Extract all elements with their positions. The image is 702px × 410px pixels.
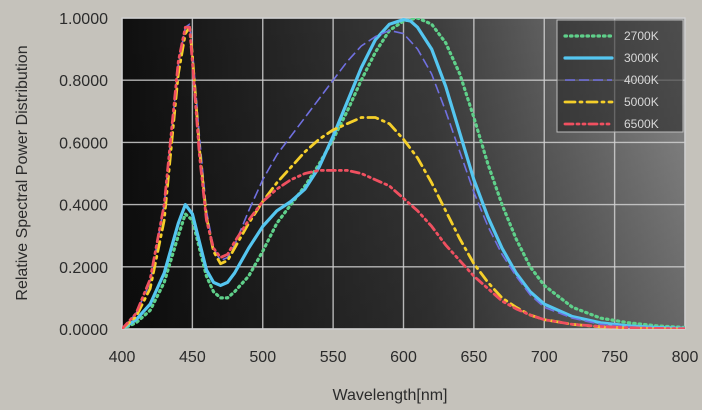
- series-line-6500k: [122, 25, 685, 329]
- x-tick-label: 650: [461, 349, 488, 366]
- legend-box: [556, 19, 684, 133]
- y-tick-label: 1.0000: [59, 11, 108, 28]
- y-tick-label: 0.2000: [59, 260, 108, 277]
- legend: 2700K 3000K 4000K 5000K 6500K: [556, 19, 684, 133]
- series-line-4000k: [122, 23, 685, 329]
- x-axis-title: Wavelength[nm]: [332, 387, 447, 404]
- x-tick-label: 400: [109, 349, 136, 366]
- x-tick-label: 750: [601, 349, 628, 366]
- axes: 400 450 500 550 600 650 700 750 800 0.0000 0.2000 0…: [59, 11, 698, 366]
- y-tick-label: 0.0000: [59, 322, 108, 339]
- series-line-3000k: [122, 18, 685, 329]
- x-tick-label: 600: [390, 349, 417, 366]
- y-axis-title: Relative Spectral Power Distribution: [14, 45, 31, 300]
- legend-label: 6500K: [624, 117, 659, 131]
- x-tick-label: 500: [249, 349, 276, 366]
- legend-label: 4000K: [624, 73, 659, 87]
- x-tick-label: 800: [672, 349, 699, 366]
- x-tick-label: 450: [179, 349, 206, 366]
- legend-label: 5000K: [624, 95, 659, 109]
- x-tick-label: 700: [531, 349, 558, 366]
- y-tick-label: 0.6000: [59, 135, 108, 152]
- y-tick-label: 0.4000: [59, 198, 108, 215]
- x-tick-label: 550: [320, 349, 347, 366]
- legend-label: 3000K: [624, 51, 659, 65]
- legend-label: 2700K: [624, 29, 659, 43]
- y-tick-label: 0.8000: [59, 73, 108, 90]
- series-layer: [122, 18, 685, 329]
